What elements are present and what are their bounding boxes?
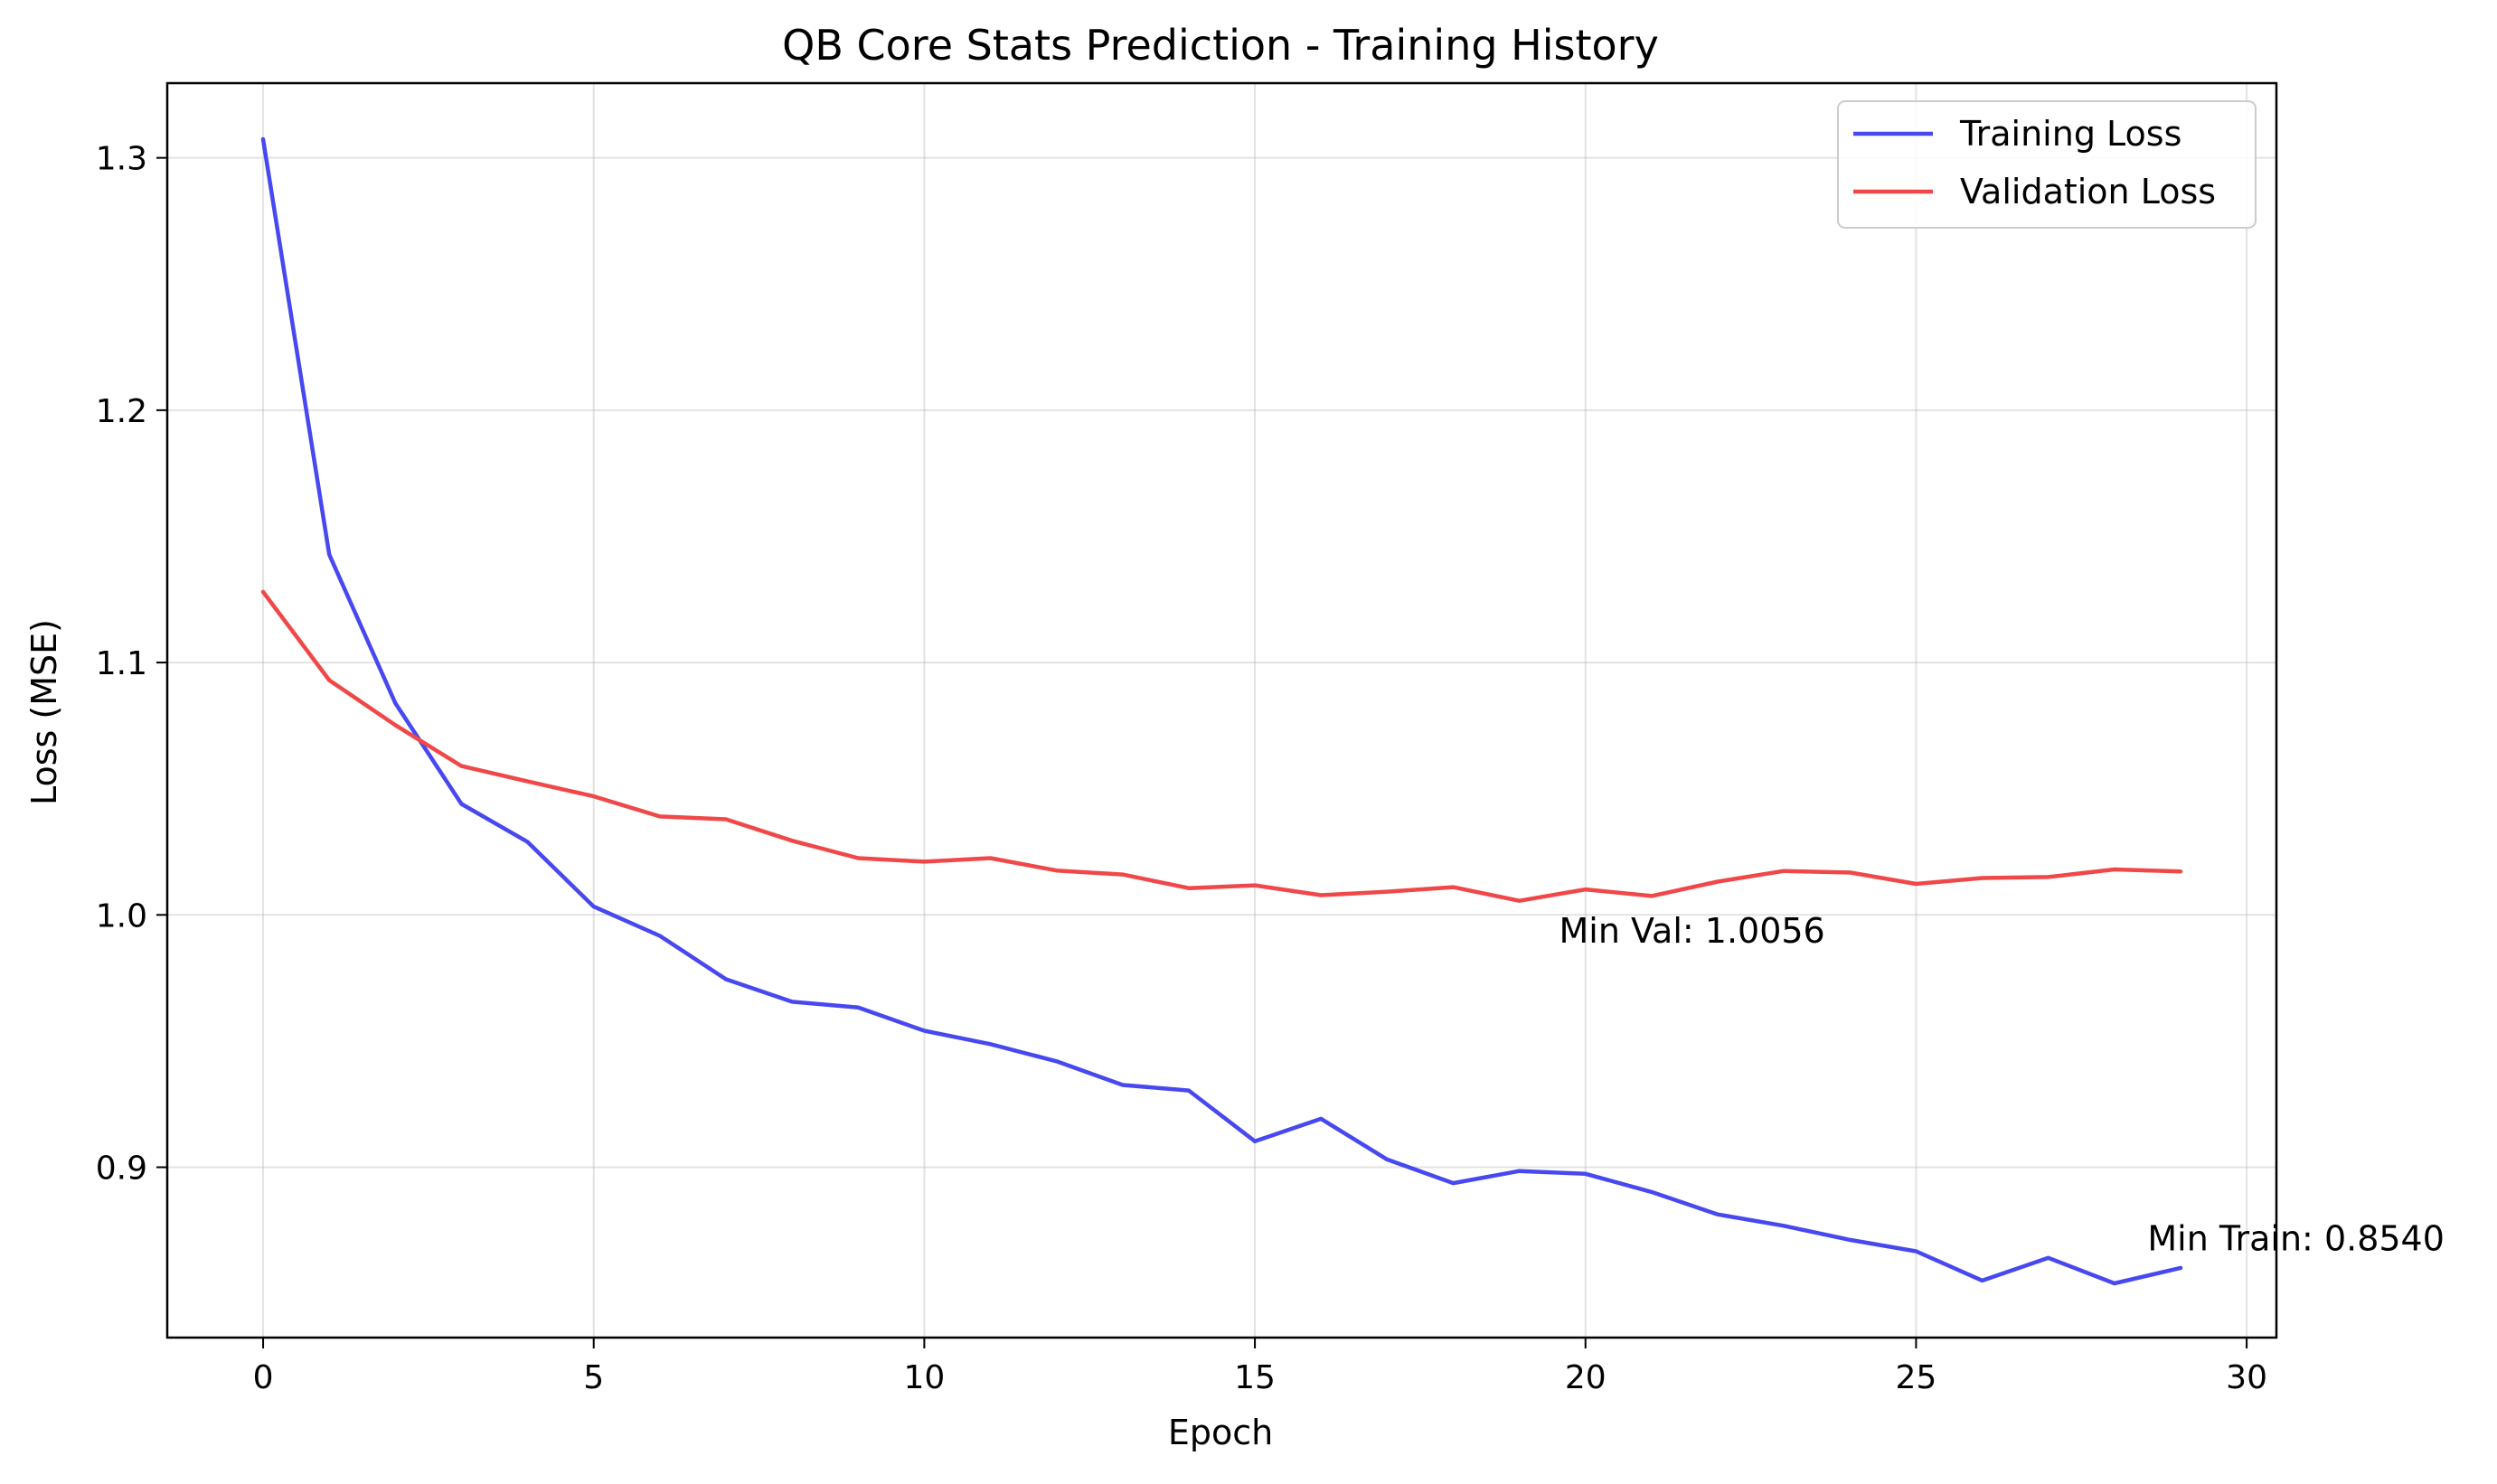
annotation-layer: Min Val: 1.0056 Min Train: 0.8540	[1559, 911, 2444, 1259]
x-tick-label: 25	[1896, 1359, 1937, 1396]
chart-title: QB Core Stats Prediction - Training Hist…	[782, 21, 1659, 70]
plot-frame	[165, 81, 2278, 1339]
legend-label-training-loss: Training Loss	[1959, 114, 2181, 154]
x-axis-label: Epoch	[1168, 1413, 1273, 1452]
annotation-label: Min Val: 1.0056	[1559, 911, 1824, 951]
x-tick-label: 15	[1234, 1359, 1276, 1396]
legend-label-validation-loss: Validation Loss	[1960, 172, 2216, 211]
series-line-training-loss	[260, 136, 2183, 1286]
x-tick-label: 20	[1565, 1359, 1607, 1396]
series-line-validation-loss	[260, 589, 2183, 903]
tick-layer: 0 5 10 15 20 25 30 0.9 1.0 1.1 1.2 1.3	[96, 141, 2267, 1396]
x-tick-label: 5	[583, 1359, 604, 1396]
y-tick-label: 1.3	[96, 141, 147, 178]
series-layer	[260, 136, 2183, 1286]
annotation-label: Min Train: 0.8540	[2147, 1219, 2445, 1259]
y-tick-label: 1.0	[96, 897, 147, 935]
x-tick-label: 30	[2226, 1359, 2267, 1396]
x-tick-label: 0	[253, 1359, 274, 1396]
y-tick-label: 1.1	[96, 645, 147, 682]
y-tick-label: 1.2	[96, 393, 147, 430]
legend-box	[1837, 100, 2257, 229]
grid-layer	[167, 83, 2276, 1338]
x-tick-label: 10	[903, 1359, 945, 1396]
y-tick-label: 0.9	[96, 1151, 147, 1188]
legend: Training Loss Validation Loss	[1837, 100, 2257, 229]
y-axis-label: Loss (MSE)	[24, 619, 64, 805]
